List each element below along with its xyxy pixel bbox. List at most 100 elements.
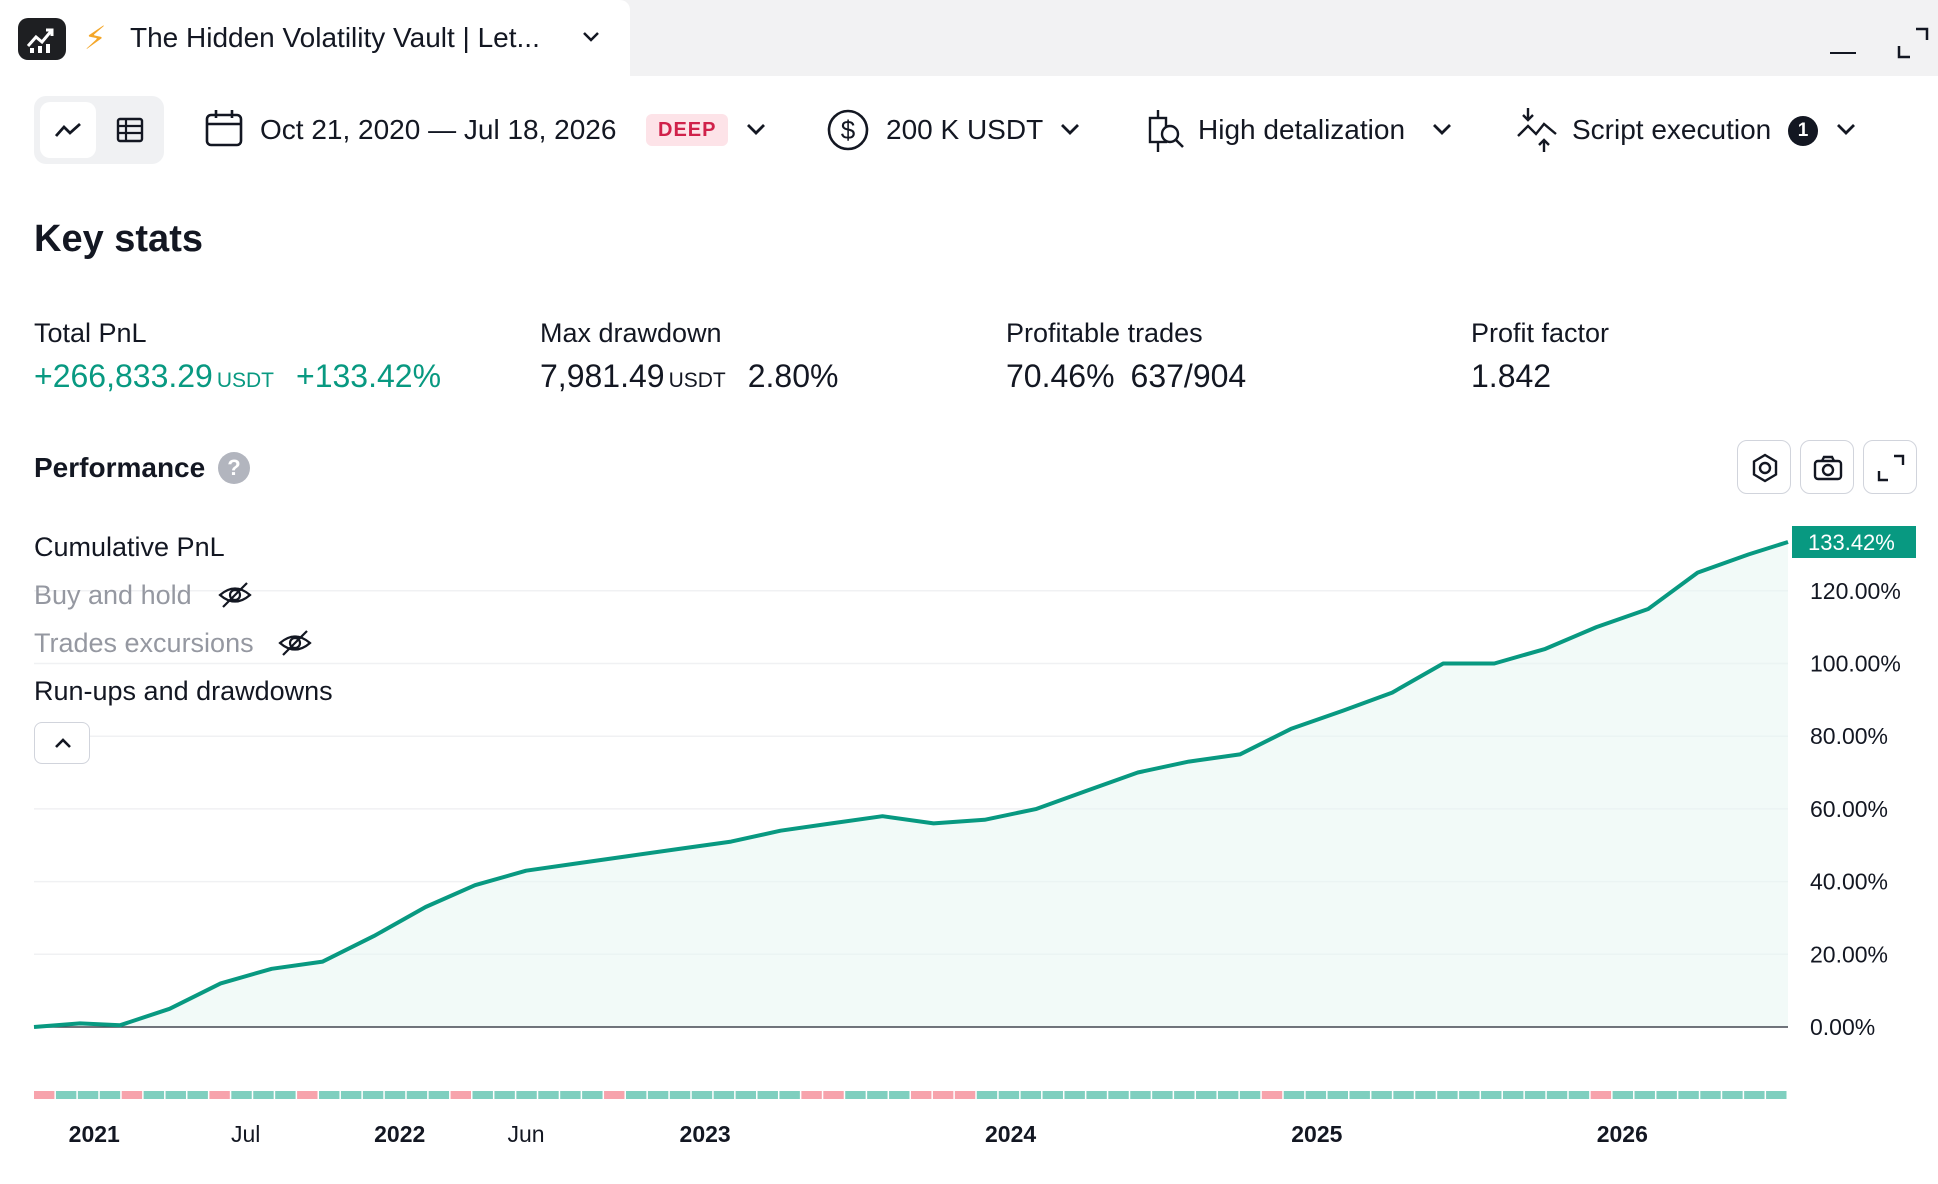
x-tick-label: 2025 xyxy=(1291,1121,1342,1147)
trade-strip-segment xyxy=(1349,1091,1370,1099)
bolt-icon: ⚡ xyxy=(84,20,107,56)
detalization-selector[interactable]: High detalization xyxy=(1146,104,1466,156)
collapse-legend-button[interactable] xyxy=(34,722,90,764)
legend-trades-excursions[interactable]: Trades excursions xyxy=(34,628,254,658)
svg-text:$: $ xyxy=(841,115,856,145)
trade-strip-segment xyxy=(1459,1091,1480,1099)
capital-label: 200 K USDT xyxy=(886,114,1044,145)
trade-strip-segment xyxy=(428,1091,450,1099)
x-tick-label: 2024 xyxy=(985,1121,1036,1147)
y-tick-label: 40.00% xyxy=(1810,869,1888,895)
magnifier-candle-icon xyxy=(1148,110,1184,152)
eye-off-icon[interactable] xyxy=(218,580,252,610)
camera-icon xyxy=(1813,455,1843,481)
table-icon xyxy=(116,117,144,143)
total-pnl-percent: +133.42% xyxy=(296,358,442,394)
trade-strip-segment xyxy=(472,1091,493,1099)
minimize-icon[interactable] xyxy=(1830,52,1856,54)
trade-strip-segment xyxy=(121,1091,143,1099)
trade-strip-segment xyxy=(384,1091,406,1099)
deep-badge: DEEP xyxy=(646,114,729,146)
trade-strip-segment xyxy=(735,1091,757,1099)
trade-strip-segment xyxy=(1261,1091,1283,1099)
total-pnl-label: Total PnL xyxy=(34,318,147,348)
trade-strip-segment xyxy=(691,1091,713,1099)
trade-strip-segment xyxy=(1524,1091,1546,1099)
trade-strip-segment xyxy=(1612,1091,1634,1099)
trade-strip-segment xyxy=(538,1091,559,1099)
legend-buy-and-hold[interactable]: Buy and hold xyxy=(34,580,192,610)
document-tab[interactable]: ⚡ The Hidden Volatility Vault | Let... xyxy=(0,0,630,76)
table-view-button[interactable] xyxy=(102,102,158,158)
y-tick-label: 80.00% xyxy=(1810,723,1888,749)
trade-strip-segment xyxy=(976,1091,998,1099)
maximize-icon[interactable] xyxy=(1896,26,1930,60)
help-icon[interactable]: ? xyxy=(218,452,250,484)
trade-strip-segment xyxy=(1174,1091,1195,1099)
trade-strip-segment xyxy=(406,1091,428,1099)
max-drawdown-value: 7,981.49 USDT 2.80% xyxy=(540,358,838,395)
trade-strip-segment xyxy=(99,1091,121,1099)
trade-strip-segment xyxy=(1568,1091,1590,1099)
trade-strip-segment xyxy=(867,1091,888,1099)
fullscreen-button[interactable] xyxy=(1863,440,1917,494)
trade-strip-segment xyxy=(1217,1091,1239,1099)
chevron-down-icon[interactable] xyxy=(580,30,602,44)
max-drawdown-unit: USDT xyxy=(668,369,726,392)
profitable-trades-percent: 70.46% xyxy=(1006,358,1115,394)
chevron-down-icon[interactable] xyxy=(1430,122,1454,138)
x-tick-label: Jul xyxy=(231,1121,260,1147)
x-tick-label: 2021 xyxy=(69,1121,120,1147)
profit-factor-label: Profit factor xyxy=(1471,318,1610,348)
y-tick-label: 100.00% xyxy=(1810,650,1901,676)
script-count-badge: 1 xyxy=(1788,116,1818,146)
max-drawdown-percent: 2.80% xyxy=(747,358,839,394)
cumulative-pnl-line xyxy=(33,540,1789,1029)
trade-strip-segment xyxy=(1371,1091,1392,1099)
detalization-label: High detalization xyxy=(1198,114,1406,145)
trade-strip-segment xyxy=(845,1091,866,1099)
performance-title: Performance xyxy=(34,452,206,483)
trade-strip-segment xyxy=(231,1091,252,1099)
trade-strip-segment xyxy=(911,1091,932,1099)
trade-strip-segment xyxy=(954,1091,976,1099)
trade-strip-segment xyxy=(1678,1091,1699,1099)
script-execution-selector[interactable]: Script execution xyxy=(1516,104,1816,156)
date-range-selector[interactable]: Oct 21, 2020 — Jul 18, 2026 xyxy=(204,104,774,156)
cumulative-pnl-area xyxy=(34,542,1788,1027)
trade-strip-segment xyxy=(1020,1091,1042,1099)
trade-strip-segment xyxy=(1415,1091,1436,1099)
y-tick-label: 60.00% xyxy=(1810,796,1888,822)
trade-strip-segment xyxy=(209,1091,230,1099)
trade-strip-segment xyxy=(801,1091,822,1099)
y-tick-label: 20.00% xyxy=(1810,941,1888,967)
eye-off-icon[interactable] xyxy=(278,628,312,658)
screenshot-button[interactable] xyxy=(1800,440,1854,494)
chevron-down-icon[interactable] xyxy=(1834,122,1858,138)
total-pnl-amount: +266,833.29 xyxy=(34,358,213,394)
trade-strip-segment xyxy=(143,1091,165,1099)
trade-strip-segment xyxy=(1393,1091,1414,1099)
total-pnl-unit: USDT xyxy=(216,369,275,392)
trade-strip-segment xyxy=(1634,1091,1655,1099)
chevron-down-icon[interactable] xyxy=(744,122,768,138)
trade-strip-segment xyxy=(1546,1091,1568,1099)
trade-strip-segment xyxy=(779,1091,800,1099)
legend-cumulative-pnl[interactable]: Cumulative PnL xyxy=(34,532,225,562)
performance-chart[interactable]: 0.00% 20.00% 40.00% 60.00% 80.00% 100.00% 120.… xyxy=(0,500,1938,1160)
trade-strip-segment xyxy=(165,1091,186,1099)
chart-view-button[interactable] xyxy=(40,102,96,158)
profitable-trades-value: 70.46% 637/904 xyxy=(1006,358,1246,395)
trade-strip-segment xyxy=(77,1091,99,1099)
chevron-up-icon xyxy=(55,738,71,748)
trade-strip-segment xyxy=(253,1091,274,1099)
trade-strip-segment xyxy=(1700,1091,1721,1099)
legend-runups-drawdowns[interactable]: Run-ups and drawdowns xyxy=(34,676,333,706)
chevron-down-icon[interactable] xyxy=(1058,122,1082,138)
settings-button[interactable] xyxy=(1737,440,1791,494)
capital-selector[interactable]: $ 200 K USDT xyxy=(826,104,1086,156)
trade-strip-segment xyxy=(1130,1091,1151,1099)
y-tick-label: 120.00% xyxy=(1810,578,1901,604)
x-tick-label: 2023 xyxy=(680,1121,731,1147)
x-tick-label: 2026 xyxy=(1597,1121,1648,1147)
